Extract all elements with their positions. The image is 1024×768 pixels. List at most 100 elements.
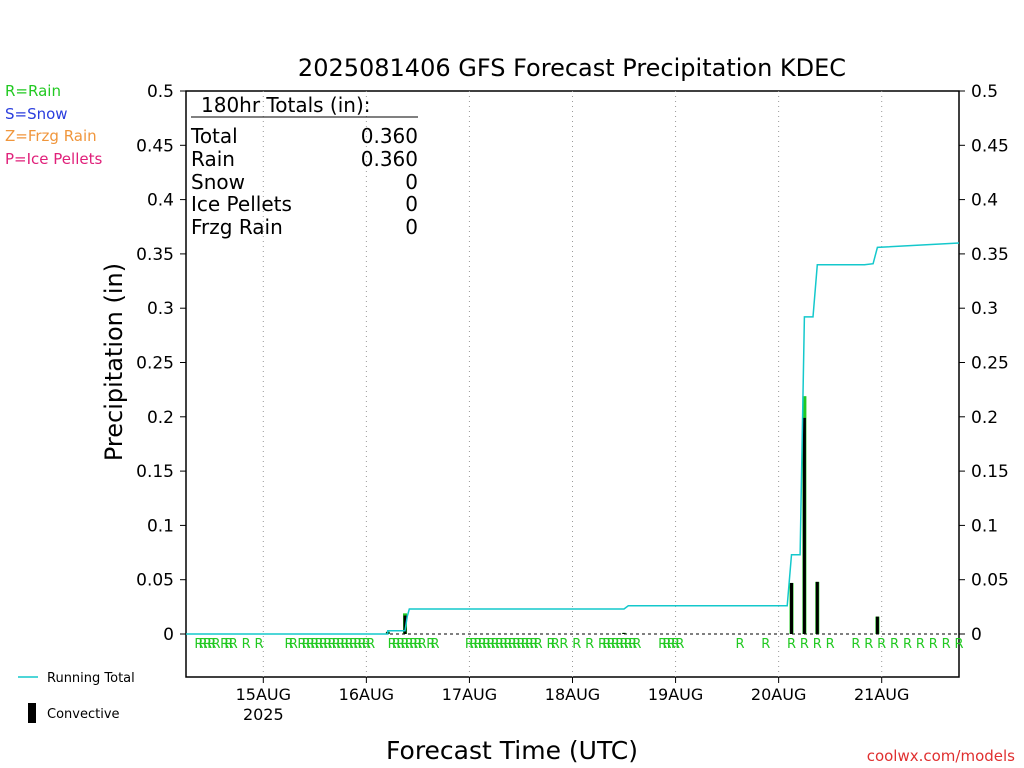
y-tick-label-right: 0.1	[971, 516, 998, 536]
y-tick-label-right: 0.45	[971, 136, 1009, 156]
y-tick-label-left: 0.4	[147, 191, 174, 211]
rain-marker: R	[620, 637, 629, 652]
rain-marker: R	[486, 637, 495, 652]
rain-marker: R	[362, 637, 371, 652]
rain-marker: R	[315, 637, 324, 652]
y-tick-label-right: 0.05	[971, 571, 1009, 591]
rain-marker: R	[242, 637, 251, 652]
totals-value-rain: 0.360	[361, 147, 418, 171]
x-tick-label: 16AUG	[339, 685, 394, 704]
totals-label-snow: Snow	[191, 170, 245, 194]
rain-marker: R	[426, 637, 435, 652]
y-tick-label-right: 0.15	[971, 462, 1009, 482]
rain-marker: R	[491, 637, 500, 652]
rain-marker: R	[495, 637, 504, 652]
rain-marker: R	[194, 637, 203, 652]
legend-convective-label: Convective	[47, 707, 120, 722]
rain-marker: R	[671, 637, 680, 652]
rain-marker: R	[529, 637, 538, 652]
rain-marker: R	[602, 637, 611, 652]
rain-marker: R	[504, 637, 513, 652]
rain-marker: R	[323, 637, 332, 652]
rain-marker: R	[224, 637, 233, 652]
rain-marker: R	[310, 637, 319, 652]
rain-marker: R	[607, 637, 616, 652]
rain-marker: R	[332, 637, 341, 652]
rain-marker: R	[735, 637, 744, 652]
totals-label-rain: Rain	[191, 147, 235, 171]
rain-marker: R	[409, 637, 418, 652]
footer-credit: coolwx.com/models	[867, 747, 1015, 765]
rain-marker: R	[340, 637, 349, 652]
rain-marker: R	[551, 637, 560, 652]
rain-marker: R	[388, 637, 397, 652]
x-tick-sublabel: 2025	[243, 705, 284, 724]
y-tick-label-left: 0.15	[136, 462, 174, 482]
y-tick-label-left: 0	[163, 625, 174, 645]
legend-rain: R=Rain	[5, 82, 61, 100]
rain-marker: R	[800, 637, 809, 652]
rain-marker: R	[199, 637, 208, 652]
legend-running-total-label: Running Total	[47, 671, 135, 686]
y-tick-label-right: 0.2	[971, 408, 998, 428]
legend-frzg-rain: Z=Frzg Rain	[5, 127, 97, 145]
legend-ice-pellets: P=Ice Pellets	[5, 150, 102, 168]
y-tick-label-right: 0.3	[971, 299, 998, 319]
rain-marker: R	[345, 637, 354, 652]
rain-marker: R	[903, 637, 912, 652]
y-tick-label-left: 0.5	[147, 82, 174, 102]
rain-marker: R	[319, 637, 328, 652]
rain-marker: R	[229, 637, 238, 652]
rain-marker: R	[585, 637, 594, 652]
x-tick-label: 19AUG	[648, 685, 703, 704]
y-tick-label-left: 0.45	[136, 136, 174, 156]
plot-frame	[185, 90, 960, 678]
rain-marker: R	[499, 637, 508, 652]
rain-marker: R	[358, 637, 367, 652]
rain-marker: R	[916, 637, 925, 652]
rain-marker: R	[662, 637, 671, 652]
rain-marker: R	[632, 637, 641, 652]
rain-marker: R	[826, 637, 835, 652]
rain-marker: R	[465, 637, 474, 652]
rain-marker: R	[851, 637, 860, 652]
rain-marker: R	[864, 637, 873, 652]
rain-marker: R	[207, 637, 216, 652]
rain-marker: R	[353, 637, 362, 652]
rain-marker: R	[512, 637, 521, 652]
totals-label-ice-pellets: Ice Pellets	[191, 192, 292, 216]
rain-marker: R	[302, 637, 311, 652]
rain-marker: R	[212, 637, 221, 652]
chart-title: 2025081406 GFS Forecast Precipitation KD…	[298, 54, 846, 82]
totals-value-total: 0.360	[361, 124, 418, 148]
rain-marker: R	[366, 637, 375, 652]
rain-marker: R	[877, 637, 886, 652]
y-tick-label-left: 0.2	[147, 408, 174, 428]
x-tick-label: 17AUG	[442, 685, 497, 704]
y-tick-label-left: 0.05	[136, 571, 174, 591]
y-axis-label: Precipitation (in)	[100, 263, 128, 461]
y-tick-label-left: 0.25	[136, 354, 174, 374]
rain-marker: R	[400, 637, 409, 652]
x-tick-label: 21AUG	[854, 685, 909, 704]
rain-marker: R	[615, 637, 624, 652]
rain-marker: R	[297, 637, 306, 652]
rain-marker: R	[598, 637, 607, 652]
totals-value-frzg-rain: 0	[405, 215, 418, 239]
rain-marker: R	[405, 637, 414, 652]
y-tick-label-right: 0.4	[971, 191, 998, 211]
rain-marker: R	[392, 637, 401, 652]
rain-marker: R	[336, 637, 345, 652]
rain-marker: R	[942, 637, 951, 652]
legend-convective-swatch	[28, 703, 36, 723]
totals-header: 180hr Totals (in):	[201, 93, 371, 117]
y-tick-label-right: 0.5	[971, 82, 998, 102]
rain-marker: R	[418, 637, 427, 652]
totals-label-frzg-rain: Frzg Rain	[191, 215, 283, 239]
convective-bar	[875, 616, 879, 634]
rain-marker: R	[508, 637, 517, 652]
rain-marker: R	[813, 637, 822, 652]
